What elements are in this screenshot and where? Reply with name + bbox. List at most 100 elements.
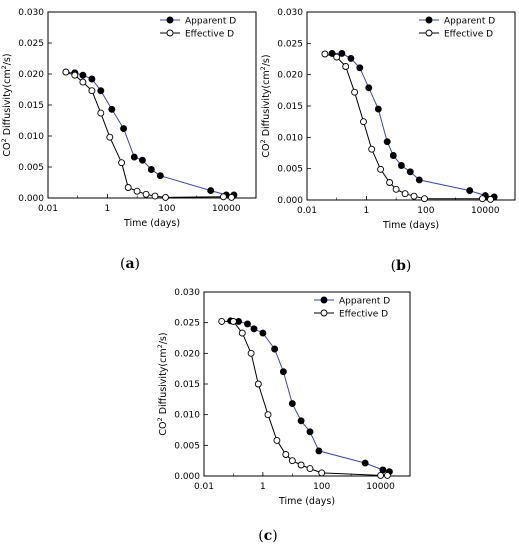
data-point-apparent-d — [315, 447, 323, 455]
data-point-apparent-d — [207, 187, 215, 195]
y-axis-label-text: CO — [261, 143, 272, 157]
y-axis-label: CO2 Diffusivity(cm2/s) — [259, 54, 272, 157]
y-tick-label: 0.025 — [18, 39, 44, 49]
data-point-apparent-d — [374, 105, 382, 113]
data-point-effective-d — [88, 87, 96, 95]
y-tick-label: 0.015 — [18, 101, 44, 111]
data-point-apparent-d — [383, 138, 391, 146]
data-point-apparent-d — [297, 417, 305, 425]
legend-label: Apparent D — [185, 17, 236, 27]
y-axis-label-superscript: 2 — [156, 417, 164, 421]
data-point-apparent-d — [338, 49, 346, 57]
data-point-effective-d — [62, 68, 70, 76]
legend-marker — [320, 309, 328, 317]
data-point-effective-d — [71, 71, 79, 79]
y-tick-label: 0.020 — [174, 349, 200, 359]
data-point-effective-d — [254, 380, 262, 388]
y-tick-label: 0.000 — [18, 194, 44, 204]
y-tick-label: 0.020 — [277, 71, 303, 81]
x-axis-label: Time (days) — [278, 496, 335, 507]
y-axis-label-superscript: 2 — [156, 344, 164, 348]
data-point-effective-d — [401, 190, 409, 198]
x-tick-label: 10000 — [212, 204, 241, 214]
y-axis-label: CO2 Diffusivity(cm2/s) — [156, 332, 169, 435]
data-point-apparent-d — [279, 368, 287, 376]
legend-marker — [320, 296, 328, 304]
data-point-effective-d — [238, 329, 246, 337]
data-point-effective-d — [478, 195, 486, 203]
y-tick-label: 0.010 — [18, 132, 44, 142]
data-point-effective-d — [162, 193, 169, 201]
y-axis-label-text: Diffusivity(cm — [2, 69, 13, 138]
chart-panel-a: 0.000 0.005 0.010 0.015 0.020 0.025 0.030 0.01 1… — [0, 8, 257, 272]
y-axis-label-text: Diffusivity(cm — [158, 348, 169, 417]
y-tick-label: 0.000 — [277, 196, 303, 206]
legend-label: Apparent D — [339, 297, 390, 307]
chart-panel-c: 0.000 0.005 0.010 0.015 0.020 0.025 0.030 0.01 1… — [156, 288, 411, 544]
data-point-effective-d — [142, 190, 150, 198]
y-axis-label-text: /s) — [261, 54, 272, 66]
panel-label-part: ( — [258, 528, 263, 544]
y-axis-label: CO2 Diffusivity(cm2/s) — [0, 53, 13, 156]
panel-label-part: c — [264, 528, 273, 544]
x-tick-label: 0.01 — [38, 204, 58, 214]
y-tick-label: 0.015 — [277, 102, 303, 112]
data-point-effective-d — [133, 187, 141, 195]
y-tick-label: 0.010 — [277, 133, 303, 143]
data-point-effective-d — [306, 465, 314, 473]
data-point-effective-d — [124, 184, 132, 191]
x-axis-label: Time (days) — [123, 218, 180, 229]
legend-label: Effective D — [444, 30, 493, 40]
panel-label-part: ( — [391, 258, 396, 274]
data-point-effective-d — [386, 179, 394, 186]
data-point-effective-d — [288, 457, 296, 465]
x-tick-label: 10000 — [471, 206, 500, 216]
y-tick-label: 0.005 — [174, 441, 200, 451]
data-point-effective-d — [273, 436, 281, 444]
data-point-apparent-d — [306, 428, 314, 436]
data-point-apparent-d — [415, 176, 423, 184]
data-point-effective-d — [392, 185, 400, 193]
y-axis-label-text: /s) — [2, 53, 13, 65]
data-point-apparent-d — [397, 162, 405, 169]
data-point-effective-d — [264, 411, 272, 419]
data-point-effective-d — [218, 317, 226, 325]
y-tick-label: 0.030 — [277, 8, 303, 18]
y-tick-label: 0.015 — [174, 380, 200, 390]
y-axis-label-text: Diffusivity(cm — [261, 70, 272, 139]
data-point-effective-d — [151, 192, 159, 200]
data-point-effective-d — [342, 63, 350, 70]
panel-label-part: b — [396, 258, 406, 274]
legend-label: Effective D — [339, 310, 388, 320]
y-tick-label: 0.030 — [18, 8, 44, 18]
data-point-effective-d — [229, 317, 237, 325]
data-point-effective-d — [219, 193, 227, 201]
series-line-effective-d — [324, 53, 491, 200]
data-point-apparent-d — [271, 345, 279, 353]
data-point-effective-d — [368, 145, 376, 153]
data-point-effective-d — [106, 133, 114, 141]
chart-panel-b: 0.000 0.005 0.010 0.015 0.020 0.025 0.030 0.01 1… — [259, 8, 516, 274]
y-tick-label: 0.025 — [277, 39, 303, 49]
y-axis-label-superscript: 2 — [0, 65, 8, 69]
data-point-apparent-d — [288, 400, 296, 408]
x-tick-label: 10000 — [366, 482, 395, 492]
x-tick-label: 100 — [313, 482, 330, 492]
x-tick-label: 0.01 — [297, 206, 317, 216]
data-point-apparent-d — [147, 166, 155, 173]
data-point-apparent-d — [365, 84, 373, 92]
legend-marker — [166, 29, 174, 37]
data-point-apparent-d — [88, 75, 96, 83]
data-point-apparent-d — [120, 125, 128, 133]
data-point-apparent-d — [356, 64, 364, 72]
data-point-apparent-d — [250, 325, 258, 333]
x-tick-label: 100 — [417, 206, 434, 216]
panel-label-part: a — [125, 256, 134, 272]
legend-marker — [166, 16, 174, 24]
y-axis-label-superscript: 2 — [0, 138, 8, 142]
data-point-apparent-d — [79, 71, 87, 79]
x-tick-label: 1 — [364, 206, 370, 216]
series-line-apparent-d — [332, 52, 495, 198]
y-tick-label: 0.005 — [18, 163, 44, 173]
y-axis-label-superscript: 2 — [259, 66, 267, 70]
